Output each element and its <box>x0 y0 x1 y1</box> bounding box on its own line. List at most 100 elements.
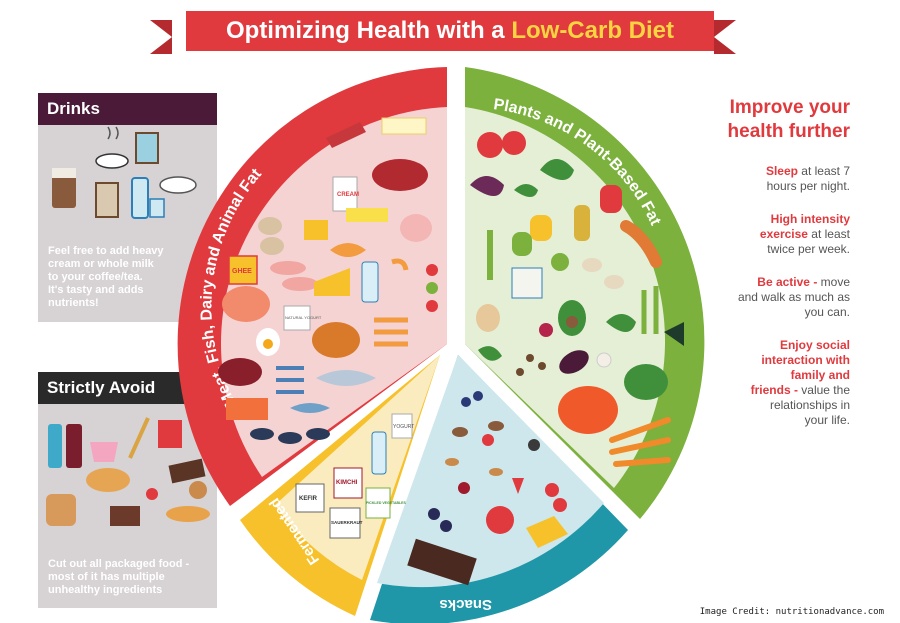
cherries-icon <box>458 482 470 494</box>
cupcake-icon <box>90 442 118 462</box>
kimchi-label: KIMCHI <box>336 480 358 486</box>
blueberries-icon <box>461 397 471 407</box>
apple-icon <box>486 506 514 534</box>
asparagus-icon <box>641 286 659 334</box>
broccoli-icon <box>514 184 538 197</box>
olive-oil-icon <box>574 205 590 241</box>
meat-foods: CREAM GHEE NATURAL YOGURT <box>218 117 438 444</box>
seaweed-icon <box>664 322 684 346</box>
tea-glass-icon <box>135 132 159 164</box>
ghee-label: GHEE <box>232 268 252 275</box>
dark-chocolate-icon <box>407 538 477 586</box>
coconut-oil-icon <box>511 267 543 299</box>
onion-icon <box>476 304 500 332</box>
liver-icon <box>218 358 262 386</box>
kefir-jar-icon <box>295 483 325 513</box>
cauliflower-icon <box>624 364 668 400</box>
almonds-icon <box>445 458 459 466</box>
green-pepper-icon <box>512 232 532 256</box>
health-tips-title-line: health further <box>727 121 850 142</box>
butter-block-icon <box>346 208 388 222</box>
cola-bottle-icon <box>66 424 82 468</box>
avoid-text: Cut out all packaged food - most of it h… <box>48 558 189 597</box>
drinks-text: Feel free to add heavy cream or whole mi… <box>48 245 164 310</box>
tip-text: move and walk as much as you can. <box>737 275 850 319</box>
drinks-text-line: Feel free to add heavy <box>48 245 164 257</box>
coffee-mug-icon <box>95 153 129 169</box>
strawberry-icon <box>512 478 524 494</box>
milk-bottle-icon <box>361 261 379 303</box>
blackberries-icon <box>428 508 440 520</box>
junk-food-illustration <box>46 417 210 526</box>
pickled-label: PICKLED VEGETABLES <box>366 501 406 505</box>
sauerkraut-jar-icon <box>329 507 361 539</box>
health-tips-title-line: Improve your <box>729 97 850 118</box>
fermented-foods: YOGURT KIMCHI KEFIR PICKLED VEGETABLES S… <box>295 413 414 539</box>
cherry-tomatoes-icon <box>545 483 559 497</box>
mushroom-icon <box>582 258 602 272</box>
sardines-icon <box>374 317 408 347</box>
wheat-icon <box>128 417 150 459</box>
sausage-icon-2 <box>282 277 318 291</box>
milk-glass-icon <box>95 182 119 218</box>
water-bottle-icon <box>131 177 149 219</box>
steak-icon <box>372 159 428 191</box>
drinks-heading: Drinks <box>38 93 217 125</box>
roast-chicken-icon <box>312 322 360 358</box>
chicken-breast-icon <box>400 214 432 242</box>
sausage-icon <box>270 261 306 275</box>
plant-foods <box>470 131 684 467</box>
teacup-icon <box>159 176 197 194</box>
tip-emphasis: High intensity exercise <box>759 212 850 241</box>
salmon-fillet-icon <box>226 398 268 420</box>
tip-emphasis: Sleep <box>765 164 798 178</box>
snacks-segment-label: Snacks <box>439 596 492 613</box>
tomato-icon <box>477 132 503 158</box>
sweet-potato-icon <box>620 220 662 268</box>
mackerel-icon <box>290 403 330 413</box>
tip-text: value the relationships in your life. <box>769 383 850 427</box>
anchovies-icon <box>276 366 304 394</box>
kebab-icon <box>426 264 438 276</box>
title-prefix: Optimizing Health with a <box>225 17 512 44</box>
clam-icon <box>258 217 282 235</box>
drinks-panel: Drinks Feel free to add heavy cream or w… <box>38 93 217 322</box>
tip-text: at least twice per week. <box>767 227 850 256</box>
tip-sleep: Sleep at least 7 hours per night. <box>695 164 850 194</box>
bread-icon <box>46 494 76 526</box>
drinks-text-line: nutrients! <box>48 297 99 309</box>
kimchi-jar-icon <box>333 467 363 499</box>
pecans-icon <box>452 427 468 437</box>
drinks-text-line: to your coffee/tea. <box>48 271 143 283</box>
cream-carton-icon <box>332 176 358 212</box>
nuts-icon <box>526 354 534 362</box>
snack-foods <box>407 391 568 586</box>
drinks-text-line: cream or whole milk <box>48 258 154 270</box>
tip-social: Enjoy social interaction with family and… <box>695 338 850 428</box>
ghee-jar-icon <box>228 255 258 285</box>
avoid-text-line: Cut out all packaged food - <box>48 558 190 570</box>
yogurt-cup-icon <box>391 413 413 439</box>
banner-ribbon-right <box>714 20 736 54</box>
tip-emphasis: Be active - <box>757 275 818 289</box>
kefir-label: KEFIR <box>299 496 318 502</box>
sauerkraut-label: SAUERKRAUT <box>331 520 363 525</box>
soda-bottle-icon <box>48 424 62 468</box>
clam-icon-2 <box>260 237 284 255</box>
natural-yogurt-icon <box>283 305 311 331</box>
red-cabbage-icon <box>470 176 504 196</box>
tip-exercise: High intensity exercise at least twice p… <box>695 212 850 257</box>
mussels-icon <box>250 428 274 440</box>
cheese-icon <box>304 220 328 240</box>
raspberry-icon <box>482 434 494 446</box>
avoid-text-line: most of it has multiple <box>48 571 165 583</box>
cake-icon <box>110 506 140 526</box>
title-banner: Optimizing Health with a Low-Carb Diet <box>186 11 714 51</box>
avoid-text-line: unhealthy ingredients <box>48 584 163 596</box>
fish-icon <box>330 243 366 257</box>
drinks-illustration <box>52 126 197 219</box>
tip-active: Be active - move and walk as much as you… <box>695 275 850 320</box>
hot-dog-icon <box>166 506 210 522</box>
natural-yogurt-label: NATURAL YOGURT <box>285 315 322 320</box>
